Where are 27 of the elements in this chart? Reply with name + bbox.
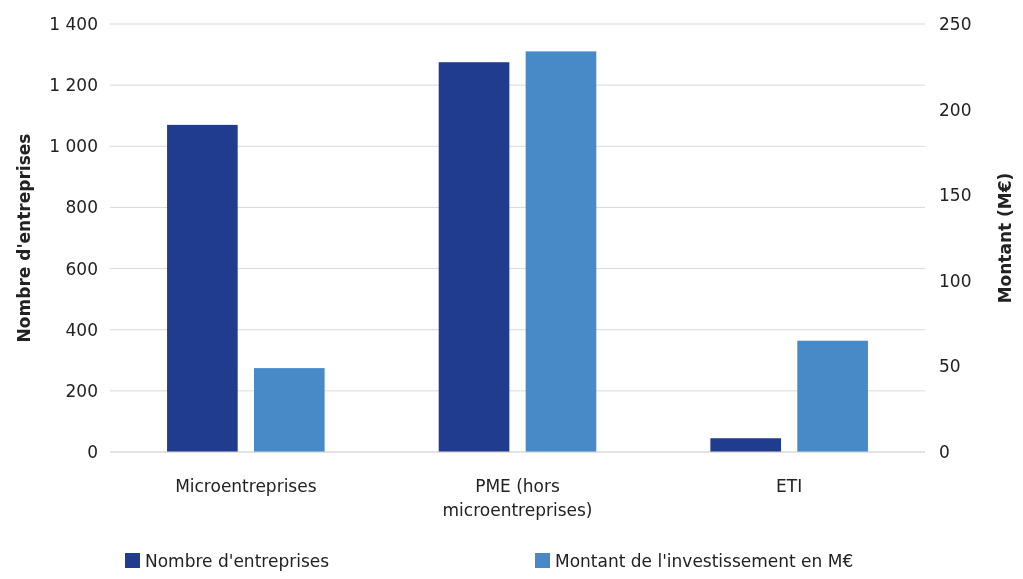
bar <box>167 124 238 452</box>
y-tick-label: 1 000 <box>49 136 98 157</box>
x-tick-label: Microentreprises <box>175 476 317 496</box>
y2-tick-label: 150 <box>939 185 972 206</box>
legend-label: Montant de l'investissement en M€ <box>555 551 854 571</box>
y-tick-label: 1 400 <box>49 13 98 34</box>
bar <box>253 368 325 452</box>
y2-tick-label: 250 <box>939 13 972 34</box>
y2-tick-label: 50 <box>939 356 961 377</box>
legend-label: Nombre d'entreprises <box>145 551 330 571</box>
y-axis-title: Nombre d'entreprises <box>14 133 34 343</box>
x-tick-label: ETI <box>776 476 803 496</box>
y-tick-label: 400 <box>65 319 98 340</box>
y2-tick-label: 100 <box>939 270 972 291</box>
y-tick-label: 0 <box>87 441 98 462</box>
x-tick-label: PME (hors microentreprises) <box>442 476 593 520</box>
y-tick-label: 600 <box>65 258 98 279</box>
y-tick-label: 1 200 <box>49 75 98 96</box>
y2-tick-label: 0 <box>939 441 950 462</box>
bar <box>710 438 782 452</box>
bar <box>525 51 597 452</box>
y-tick-label: 200 <box>65 380 98 401</box>
bar <box>797 340 868 452</box>
y2-tick-label: 200 <box>939 99 972 120</box>
y2-axis-title: Montant (M€) <box>995 172 1015 304</box>
bar <box>438 62 510 452</box>
y-tick-label: 800 <box>65 197 98 218</box>
